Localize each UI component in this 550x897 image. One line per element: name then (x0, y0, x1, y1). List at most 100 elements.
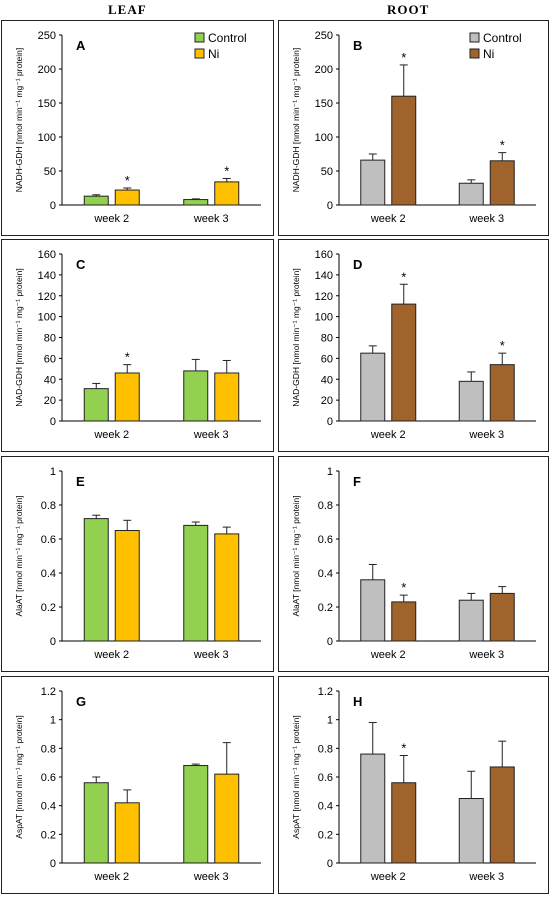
panel-label: C (76, 257, 86, 272)
x-tick-label: week 2 (370, 429, 406, 441)
chart-panel-b: 0 50 100 150 200 250 NADH-GDH [nmol min⁻¹ mg⁻¹… (278, 20, 549, 236)
y-tick-label: 0.2 (41, 829, 56, 841)
y-tick-label: 100 (315, 312, 333, 324)
bar-ni (391, 782, 417, 864)
bar-ni (489, 364, 515, 422)
legend-swatch-control (194, 32, 205, 43)
significance-marker: * (125, 350, 130, 365)
panel-label: D (353, 257, 362, 272)
bar-control (360, 579, 386, 642)
bar-ni (214, 372, 240, 422)
y-tick-label: 100 (315, 132, 333, 144)
panel-label: A (76, 38, 86, 53)
y-tick-label: 200 (38, 64, 56, 76)
x-tick-label: week 2 (370, 871, 406, 883)
y-tick-label: 160 (38, 249, 56, 261)
y-tick-label: 120 (38, 291, 56, 303)
y-tick-label: 0.4 (318, 801, 333, 813)
legend-swatch-control (469, 32, 480, 43)
y-tick-label: 0.2 (41, 602, 56, 614)
x-tick-label: week 3 (468, 649, 504, 661)
y-axis-label: NAD-GDH [nmol min⁻¹ mg⁻¹ protein] (291, 268, 301, 406)
bar-control (458, 182, 484, 206)
chart-panel-f: 0 0.2 0.4 0.6 0.8 1 AlaAT [nmol min⁻¹ mg⁻¹ pro… (278, 456, 549, 672)
x-tick-label: week 2 (370, 213, 406, 225)
y-tick-label: 0.6 (41, 534, 56, 546)
x-tick-label: week 3 (468, 871, 504, 883)
significance-marker: * (500, 338, 505, 353)
y-tick-label: 0.4 (41, 801, 56, 813)
x-tick-label: week 2 (93, 213, 129, 225)
legend-swatch-ni (194, 48, 205, 59)
chart-c: 0 20 40 60 80 100 120 140 160 NAD-GDH [nmol min⁻¹… (14, 249, 261, 441)
root-column-title: ROOT (387, 2, 430, 17)
y-tick-label: 0 (50, 200, 56, 212)
bar-ni (489, 592, 515, 642)
significance-marker: * (401, 741, 406, 756)
x-tick-label: week 3 (468, 213, 504, 225)
y-tick-label: 1 (50, 466, 56, 478)
y-tick-label: 1 (50, 715, 56, 727)
significance-marker: * (125, 173, 130, 188)
y-tick-label: 100 (38, 312, 56, 324)
y-tick-label: 1 (327, 715, 333, 727)
y-tick-label: 20 (321, 395, 333, 407)
y-tick-label: 0.6 (318, 534, 333, 546)
y-tick-label: 80 (321, 333, 333, 345)
panel-label: B (353, 38, 362, 53)
y-tick-label: 50 (44, 166, 56, 178)
chart-d: 0 20 40 60 80 100 120 140 160 NAD-GDH [nmol min⁻¹… (291, 249, 536, 441)
y-tick-label: 0.6 (318, 772, 333, 784)
y-tick-label: 0.8 (41, 743, 56, 755)
bar-control (183, 524, 209, 642)
bar-control (458, 380, 484, 422)
legend-label-ni: Ni (208, 47, 219, 61)
significance-marker: * (401, 580, 406, 595)
bar-control (183, 765, 209, 864)
y-tick-label: 0.8 (318, 500, 333, 512)
y-tick-label: 250 (38, 30, 56, 42)
y-tick-label: 60 (44, 353, 56, 365)
bar-ni (114, 530, 140, 642)
x-tick-label: week 2 (93, 649, 129, 661)
panel-label: F (353, 474, 361, 489)
x-tick-label: week 2 (93, 871, 129, 883)
y-tick-label: 0.4 (41, 568, 56, 580)
panel-label: G (76, 694, 86, 709)
panel-label: E (76, 474, 85, 489)
y-tick-label: 0 (327, 858, 333, 870)
bar-control (360, 159, 386, 206)
bar-control (183, 370, 209, 422)
y-tick-label: 0.8 (318, 743, 333, 755)
y-tick-label: 120 (315, 291, 333, 303)
y-tick-label: 0 (50, 416, 56, 428)
bar-control (83, 518, 109, 642)
y-tick-label: 160 (315, 249, 333, 261)
x-tick-label: week 3 (193, 213, 229, 225)
y-tick-label: 100 (38, 132, 56, 144)
bar-control (360, 352, 386, 422)
chart-panel-e: 0 0.2 0.4 0.6 0.8 1 AlaAT [nmol min⁻¹ mg⁻¹ pro… (1, 456, 274, 672)
x-tick-label: week 2 (93, 429, 129, 441)
bar-ni (214, 181, 240, 206)
x-tick-label: week 2 (370, 649, 406, 661)
chart-g: 0 0.2 0.4 0.6 0.8 1 1.2 AspAT [nmol min⁻¹ mg⁻¹ … (14, 686, 261, 883)
bar-control (458, 798, 484, 864)
y-tick-label: 0 (50, 858, 56, 870)
chart-b: 0 50 100 150 200 250 NADH-GDH [nmol min⁻¹ mg⁻¹… (291, 30, 536, 225)
y-tick-label: 0.6 (41, 772, 56, 784)
y-axis-label: NADH-GDH [nmol min⁻¹ mg⁻¹ protein] (14, 48, 24, 193)
legend-label-ni: Ni (483, 47, 494, 61)
bar-ni (114, 372, 140, 422)
y-tick-label: 150 (38, 98, 56, 110)
legend-label-control: Control (483, 31, 522, 45)
bar-ni (391, 95, 417, 206)
legend-label-control: Control (208, 31, 247, 45)
chart-panel-c: 0 20 40 60 80 100 120 140 160 NAD-GDH [nmol min⁻¹… (1, 239, 274, 452)
bar-ni (391, 601, 417, 642)
y-axis-label: AlaAT [nmol min⁻¹ mg⁻¹ protein] (291, 495, 301, 616)
bar-control (360, 753, 386, 864)
panel-label: H (353, 694, 362, 709)
bar-ni (391, 303, 417, 422)
leaf-column-title: LEAF (108, 2, 147, 17)
